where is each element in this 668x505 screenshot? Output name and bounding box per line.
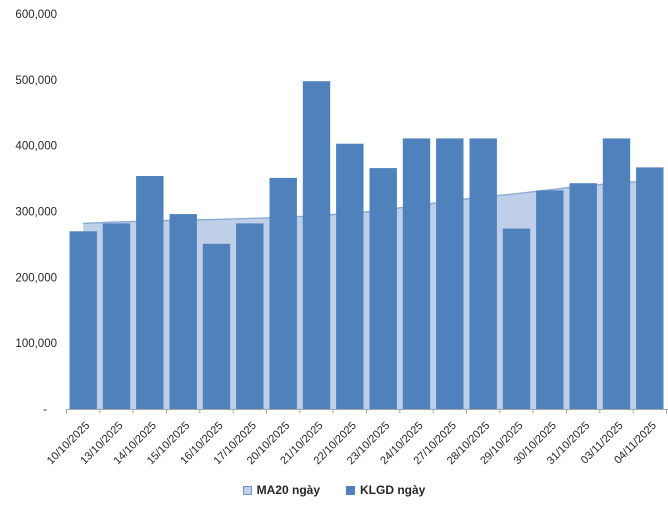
bar-21/10/2025	[302, 81, 331, 409]
bar-03/11/2025	[602, 138, 631, 409]
bar-31/10/2025	[569, 183, 597, 409]
y-tick-label-0: -	[43, 404, 47, 416]
bar-15/10/2025	[169, 214, 197, 409]
bar-28/10/2025	[469, 138, 497, 409]
klgd-legend-swatch-icon	[346, 485, 355, 495]
chart-legend: MA20 ngày KLGD ngày	[0, 480, 668, 500]
bar-13/10/2025	[102, 223, 131, 409]
bar-29/10/2025	[502, 228, 531, 409]
ma20-legend-swatch-icon	[242, 485, 252, 495]
bar-20/10/2025	[269, 177, 297, 409]
legend-label-klgd: KLGD ngày	[360, 483, 426, 497]
bar-22/10/2025	[336, 143, 364, 409]
y-tick-label-500000: 500,000	[15, 75, 57, 87]
bar-27/10/2025	[436, 138, 464, 409]
bar-30/10/2025	[536, 190, 564, 409]
y-tick-label-300000: 300,000	[15, 207, 57, 219]
bar-17/10/2025	[236, 223, 264, 409]
bar-14/10/2025	[136, 176, 164, 409]
y-tick-label-400000: 400,000	[15, 141, 57, 153]
bar-10/10/2025	[69, 231, 97, 410]
chart-plot-area: 600,000 500,000 400,000 300,000 200,000 100,0…	[15, 9, 668, 467]
bar-16/10/2025	[202, 243, 231, 409]
bar-23/10/2025	[369, 168, 397, 409]
y-tick-label-600000: 600,000	[15, 9, 57, 21]
legend-label-ma20: MA20 ngày	[256, 483, 320, 497]
legend-item-klgd: KLGD ngày	[346, 483, 425, 497]
legend-item-ma20: MA20 ngày	[242, 483, 320, 497]
y-tick-label-200000: 200,000	[15, 272, 57, 284]
y-tick-label-100000: 100,000	[15, 338, 57, 350]
ma20-area	[83, 180, 650, 409]
bar-04/11/2025	[636, 167, 664, 409]
bar-24/10/2025	[402, 138, 431, 409]
